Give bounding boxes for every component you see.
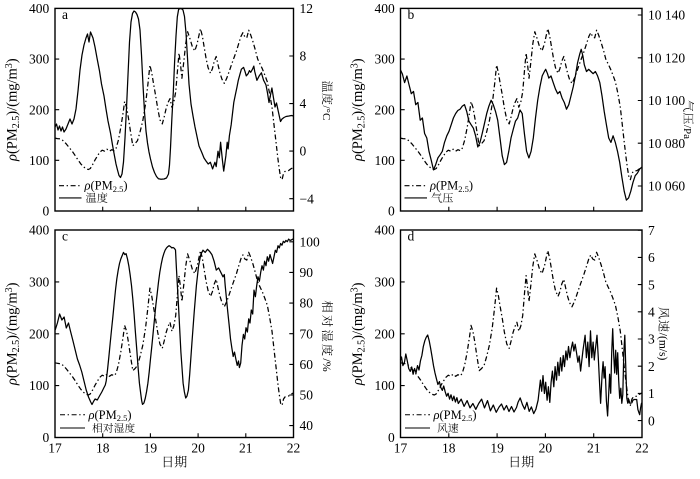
svg-text:100: 100 xyxy=(300,234,321,249)
svg-text:300: 300 xyxy=(375,52,396,67)
svg-text:0: 0 xyxy=(388,430,395,445)
svg-text:200: 200 xyxy=(375,102,396,117)
svg-text:18: 18 xyxy=(442,441,456,456)
svg-text:12: 12 xyxy=(300,1,314,16)
svg-text:ρ(PM2.5)/(mg/m3): ρ(PM2.5)/(mg/m3) xyxy=(4,282,22,386)
svg-text:50: 50 xyxy=(300,388,314,403)
svg-text:90: 90 xyxy=(300,265,314,280)
svg-text:400: 400 xyxy=(375,1,396,16)
svg-text:22: 22 xyxy=(287,441,301,456)
svg-text:0: 0 xyxy=(43,430,50,445)
svg-text:18: 18 xyxy=(96,441,110,456)
svg-text:100: 100 xyxy=(375,153,396,168)
svg-text:10 100: 10 100 xyxy=(648,93,685,108)
svg-text:20: 20 xyxy=(191,441,205,456)
svg-text:a: a xyxy=(62,7,68,22)
svg-text:0: 0 xyxy=(388,204,395,219)
svg-text:b: b xyxy=(408,7,415,22)
svg-text:300: 300 xyxy=(29,52,50,67)
svg-text:400: 400 xyxy=(375,223,396,238)
svg-text:400: 400 xyxy=(29,1,50,16)
svg-text:80: 80 xyxy=(300,296,314,311)
svg-text:100: 100 xyxy=(375,378,396,393)
svg-text:10 120: 10 120 xyxy=(648,50,685,65)
svg-text:/°C: /°C xyxy=(320,106,332,121)
svg-text:19: 19 xyxy=(490,441,504,456)
svg-text:10 060: 10 060 xyxy=(648,179,685,194)
svg-text:4: 4 xyxy=(648,305,655,320)
svg-text:60: 60 xyxy=(300,357,314,372)
svg-text:200: 200 xyxy=(29,326,50,341)
svg-text:/(m/s): /(m/s) xyxy=(656,333,668,361)
svg-text:400: 400 xyxy=(29,223,50,238)
svg-text:10 140: 10 140 xyxy=(648,8,685,23)
svg-text:1: 1 xyxy=(648,386,655,401)
svg-text:100: 100 xyxy=(29,153,50,168)
svg-text:0: 0 xyxy=(300,144,307,159)
svg-text:0: 0 xyxy=(43,204,50,219)
svg-text:−4: −4 xyxy=(300,191,315,206)
svg-text:100: 100 xyxy=(29,378,50,393)
svg-text:40: 40 xyxy=(300,418,314,433)
svg-text:7: 7 xyxy=(648,223,655,238)
svg-text:6: 6 xyxy=(648,250,655,265)
svg-text:d: d xyxy=(408,229,415,244)
svg-text:5: 5 xyxy=(648,277,655,292)
svg-text:300: 300 xyxy=(29,275,50,290)
svg-text:200: 200 xyxy=(29,102,50,117)
svg-text:3: 3 xyxy=(648,332,655,347)
svg-text:20: 20 xyxy=(539,441,553,456)
svg-text:22: 22 xyxy=(635,441,649,456)
svg-text:17: 17 xyxy=(48,441,62,456)
svg-text:8: 8 xyxy=(300,49,307,64)
svg-text:19: 19 xyxy=(144,441,158,456)
svg-text:ρ(PM2.5)/(mg/m3): ρ(PM2.5)/(mg/m3) xyxy=(350,58,368,162)
svg-text:21: 21 xyxy=(587,441,601,456)
svg-text:200: 200 xyxy=(375,326,396,341)
svg-text:300: 300 xyxy=(375,275,396,290)
svg-text:17: 17 xyxy=(394,441,408,456)
svg-text:ρ(PM2.5)/(mg/m3): ρ(PM2.5)/(mg/m3) xyxy=(4,58,22,162)
svg-text:21: 21 xyxy=(239,441,253,456)
svg-text:/Pa: /Pa xyxy=(681,125,693,139)
svg-text:4: 4 xyxy=(300,96,307,111)
svg-text:/%: /% xyxy=(320,358,334,371)
svg-text:10 080: 10 080 xyxy=(648,136,685,151)
svg-text:ρ(PM2.5)/(mg/m3): ρ(PM2.5)/(mg/m3) xyxy=(350,282,368,386)
svg-text:70: 70 xyxy=(300,326,314,341)
svg-text:0: 0 xyxy=(648,413,655,428)
svg-text:2: 2 xyxy=(648,359,655,374)
svg-text:c: c xyxy=(62,229,68,244)
